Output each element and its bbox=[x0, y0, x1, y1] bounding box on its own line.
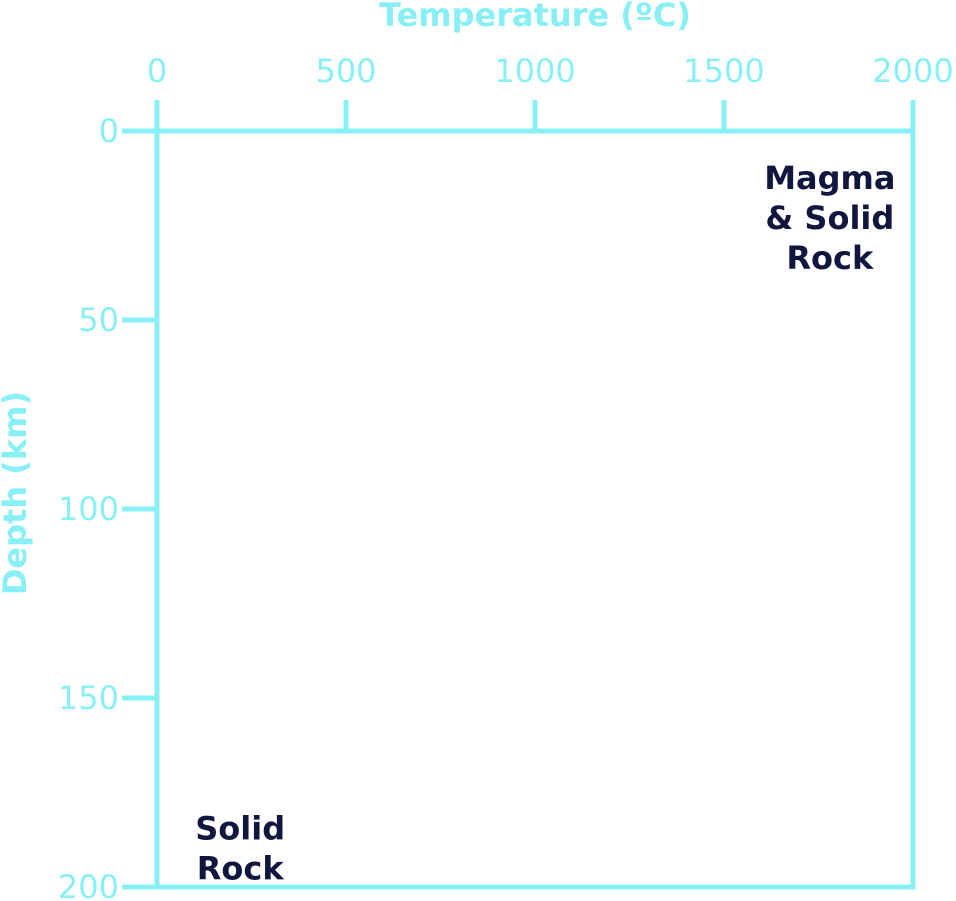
x-ticks: 0 500 1000 1500 2000 bbox=[147, 52, 954, 131]
x-tick-label-2: 1000 bbox=[494, 52, 575, 90]
annotation-0-line-2: Rock bbox=[786, 239, 874, 277]
plot-frame bbox=[154, 128, 916, 890]
annotation-0-line-0: Magma bbox=[764, 159, 895, 197]
x-tick-label-3: 1500 bbox=[683, 52, 764, 90]
x-tick-label-1: 500 bbox=[315, 52, 376, 90]
x-axis-title: Temperature (ºC) bbox=[379, 0, 691, 34]
y-tick-label-4: 200 bbox=[58, 868, 119, 901]
y-tick-label-2: 100 bbox=[58, 490, 119, 528]
annotation-1-line-0: Solid bbox=[195, 809, 285, 847]
x-tick-label-0: 0 bbox=[147, 52, 167, 90]
annotation-0-line-1: & Solid bbox=[765, 199, 894, 237]
y-tick-label-0: 0 bbox=[99, 112, 119, 150]
y-ticks: 0 50 100 150 200 bbox=[58, 112, 157, 901]
x-tick-label-4: 2000 bbox=[872, 52, 953, 90]
annotation-0: Magma & Solid Rock bbox=[764, 159, 895, 277]
y-tick-label-3: 150 bbox=[58, 679, 119, 717]
y-tick-label-1: 50 bbox=[78, 301, 119, 339]
annotation-1-line-1: Rock bbox=[197, 849, 285, 887]
y-axis-title: Depth (km) bbox=[0, 391, 34, 595]
annotation-1: Solid Rock bbox=[195, 809, 285, 887]
